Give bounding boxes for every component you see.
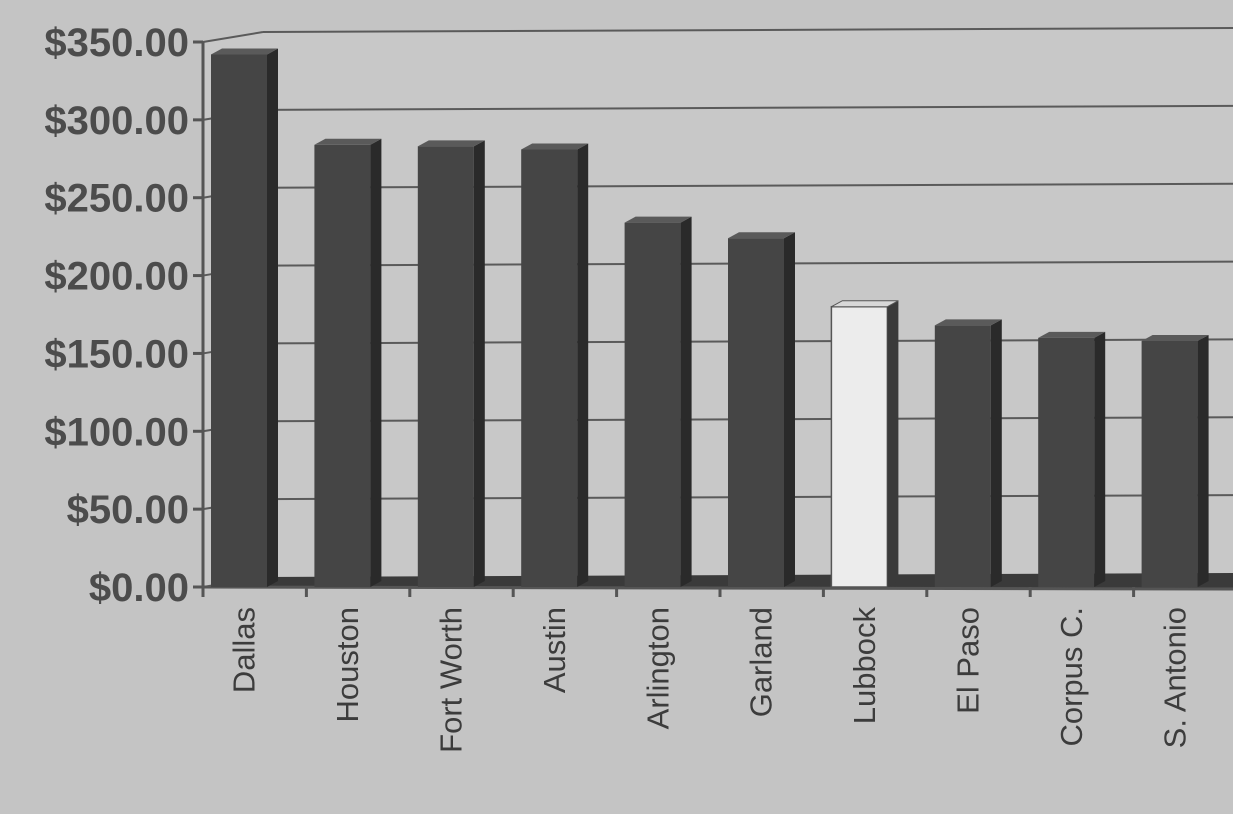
bar-front [1141, 340, 1198, 587]
bar-top [521, 143, 589, 150]
bar-top [417, 140, 485, 147]
bar-arlington [624, 216, 692, 587]
x-tick-label: S. Antonio [1157, 607, 1192, 748]
y-tick-label: $0.00 [89, 566, 189, 610]
bar-front [624, 222, 681, 587]
y-tick-label: $350.00 [44, 21, 189, 65]
x-tick-label: Corpus C. [1054, 607, 1089, 747]
bar-austin [521, 143, 589, 587]
x-tick-label: Fort Worth [434, 607, 469, 753]
y-tick-label: $200.00 [44, 255, 189, 299]
x-axis [202, 585, 1233, 591]
bar-lubbock [830, 300, 899, 588]
bar-front [1038, 337, 1095, 587]
bar-el-paso [934, 319, 1002, 587]
bar-side [577, 143, 589, 587]
y-tick-label: $150.00 [44, 332, 189, 376]
bar-corpus-c- [1038, 331, 1106, 587]
bar-top [831, 300, 899, 308]
bar-side [680, 216, 692, 587]
bar-side [1094, 331, 1106, 587]
y-tick-label: $100.00 [44, 410, 189, 454]
bar-side [784, 232, 795, 587]
bar-top [1038, 331, 1106, 338]
y-tick-labels: $0.00 $50.00 $100.00 $150.00 $200.00 $250.00 $… [44, 21, 189, 610]
y-tick-label: $50.00 [67, 488, 189, 532]
bar-front [521, 149, 578, 587]
gridline [262, 104, 1233, 111]
x-tick-label: Austin [537, 607, 572, 693]
bar-side [473, 140, 485, 588]
bar-top [211, 48, 278, 55]
bar-front [934, 325, 991, 587]
x-tick-label: Houston [330, 607, 365, 722]
y-tick-label: $250.00 [44, 177, 189, 221]
x-tick-label: Arlington [640, 607, 675, 729]
bar-front [728, 238, 784, 587]
bar-side [1197, 334, 1209, 587]
bar-front [211, 54, 267, 587]
bar-side [990, 319, 1002, 587]
bar-top [728, 232, 795, 239]
gridline-side [202, 31, 264, 43]
x-tick-label: Dallas [227, 607, 262, 693]
x-tick-label: Garland [744, 607, 779, 717]
bar-garland [728, 232, 795, 587]
x-tick-label: Lubbock [847, 607, 882, 725]
bar-top [624, 216, 692, 223]
bar-front [314, 144, 371, 587]
bar-fort-worth [417, 140, 485, 588]
bar-top [314, 138, 382, 145]
bar-side [887, 300, 899, 587]
bar-s-antonio [1141, 334, 1209, 587]
x-tick-label: El Paso [951, 607, 986, 714]
y-tick-label: $300.00 [44, 99, 189, 143]
bar-top [1141, 334, 1209, 341]
bar-houston [314, 138, 382, 587]
x-tick-labels: Dallas Houston Fort Worth Austin Arlington Ga… [227, 607, 1193, 753]
bar-top [934, 319, 1002, 326]
bar-side [370, 138, 382, 587]
bar-side [267, 48, 278, 587]
gridline [262, 27, 1233, 33]
bar-front [830, 305, 889, 588]
bars [211, 48, 1209, 588]
bar-dallas [211, 48, 278, 587]
bar-front [417, 146, 474, 588]
